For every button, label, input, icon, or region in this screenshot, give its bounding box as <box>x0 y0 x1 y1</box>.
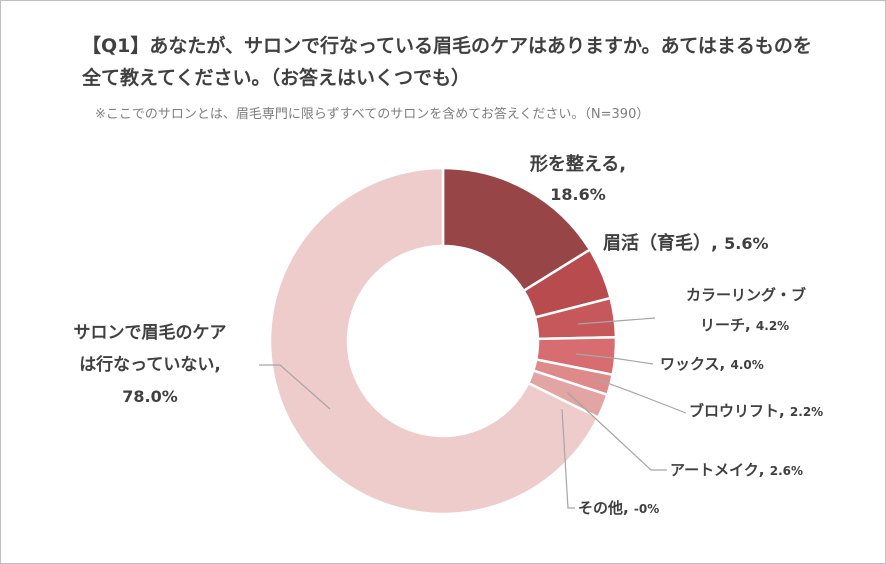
donut-slices <box>268 166 618 516</box>
chart-subtitle: ※ここでのサロンとは、眉毛専門に限らずすべてのサロンを含めてお答えください。（N… <box>95 107 650 122</box>
leader-lines <box>259 317 687 509</box>
slice-1-label: 眉活（育毛）, 5.6% <box>603 232 768 254</box>
slice-2-label-line-0: カラーリング・ブ <box>686 286 806 304</box>
slice-0-value: 18.6% <box>550 185 606 204</box>
slice-2-leader-line <box>577 317 656 325</box>
slice-5-leader-line <box>566 391 667 471</box>
slice-3-value: 4.0% <box>730 358 763 372</box>
slice-7 <box>268 166 600 516</box>
slice-2-label: リーチ, 4.2% <box>700 316 789 334</box>
slice-6-leader-line <box>561 408 575 509</box>
slice-0 <box>441 166 592 293</box>
slice-5-value: 2.6% <box>770 464 803 478</box>
slice-4-value: 2.2% <box>790 405 823 419</box>
slice-1-value: 5.6% <box>724 234 768 253</box>
slice-4-leader-line <box>593 377 687 414</box>
slice-7-value: 78.0% <box>122 387 178 406</box>
slice-0-label: 形を整える, <box>530 153 626 175</box>
slice-3-label: ワックス, 4.0% <box>660 355 764 373</box>
slice-7-leader-line <box>259 364 331 410</box>
slice-6-label: その他, -0% <box>578 499 659 517</box>
slice-2-value: 4.2% <box>756 319 789 333</box>
slice-7-label-line-0: サロンで眉毛のケア <box>74 322 227 343</box>
slice-3-leader-line <box>575 353 654 365</box>
slice-7-label-line-1: は行なっていない, <box>79 354 221 375</box>
slice-4-label: ブロウリフト, 2.2% <box>689 402 823 420</box>
chart-title: 【Q1】あなたが、サロンで行なっている眉毛のケアはありますか。あてはまるものを全… <box>82 35 812 89</box>
slice-6-value: -0% <box>634 502 659 516</box>
slice-5-label: アートメイク, 2.6% <box>670 461 803 479</box>
